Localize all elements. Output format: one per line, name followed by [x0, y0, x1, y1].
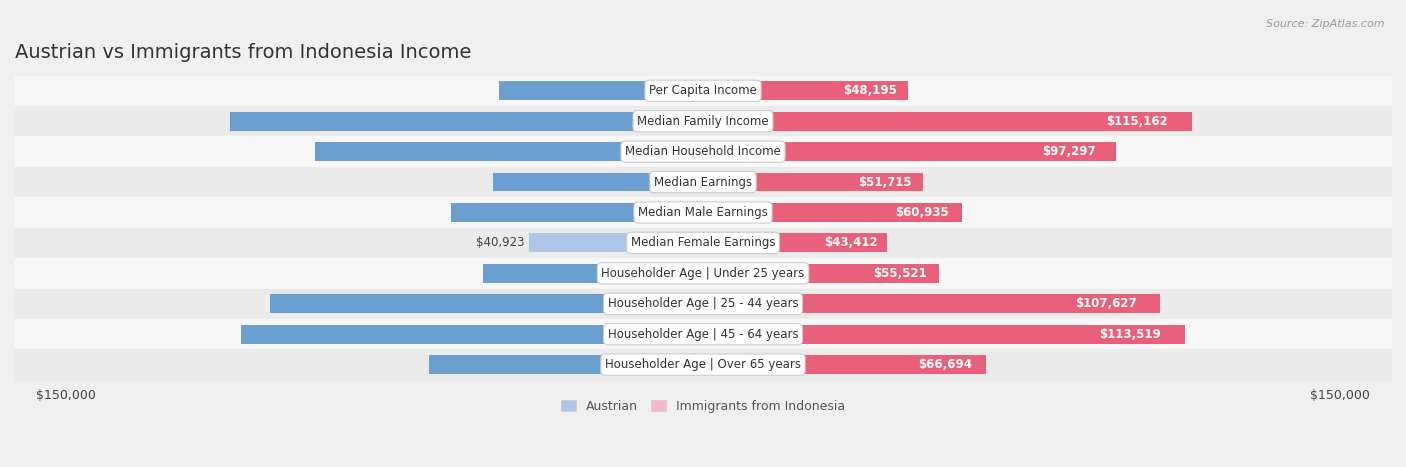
Text: $48,195: $48,195 [844, 84, 897, 97]
Text: $101,842: $101,842 [682, 297, 744, 310]
Text: Median Family Income: Median Family Income [637, 115, 769, 127]
Bar [703, 325, 1185, 344]
Text: $43,412: $43,412 [824, 236, 879, 249]
Text: Householder Age | Over 65 years: Householder Age | Over 65 years [605, 358, 801, 371]
Text: Median Earnings: Median Earnings [654, 176, 752, 189]
Text: $49,501: $49,501 [693, 176, 747, 189]
Text: $51,715: $51,715 [858, 176, 911, 189]
Bar [499, 81, 703, 100]
Bar [703, 142, 1116, 161]
Text: $51,898: $51,898 [692, 267, 745, 280]
Text: $66,694: $66,694 [918, 358, 972, 371]
Bar [15, 349, 1391, 380]
Text: Median Female Earnings: Median Female Earnings [631, 236, 775, 249]
Text: $60,935: $60,935 [896, 206, 949, 219]
Bar [15, 76, 1391, 106]
Bar [242, 325, 703, 344]
Text: Median Male Earnings: Median Male Earnings [638, 206, 768, 219]
Bar [529, 234, 703, 252]
Text: $48,116: $48,116 [693, 84, 747, 97]
Text: $55,521: $55,521 [873, 267, 927, 280]
Bar [703, 81, 908, 100]
Text: $111,306: $111,306 [679, 115, 741, 127]
Bar [703, 173, 922, 191]
Text: $64,470: $64,470 [689, 358, 742, 371]
Bar [703, 112, 1192, 131]
Bar [15, 106, 1391, 136]
Text: $108,692: $108,692 [681, 328, 742, 341]
Bar [703, 294, 1160, 313]
Bar [703, 203, 962, 222]
Text: $113,519: $113,519 [1099, 328, 1161, 341]
Bar [15, 167, 1391, 197]
Text: $115,162: $115,162 [1107, 115, 1167, 127]
Text: $59,359: $59,359 [690, 206, 744, 219]
Bar [15, 228, 1391, 258]
Bar [270, 294, 703, 313]
Bar [15, 197, 1391, 228]
Bar [315, 142, 703, 161]
Bar [15, 319, 1391, 349]
Text: $40,923: $40,923 [475, 236, 524, 249]
Bar [482, 264, 703, 283]
Bar [703, 264, 939, 283]
Text: Per Capita Income: Per Capita Income [650, 84, 756, 97]
Bar [429, 355, 703, 374]
Bar [15, 136, 1391, 167]
Bar [703, 234, 887, 252]
Text: Householder Age | 25 - 44 years: Householder Age | 25 - 44 years [607, 297, 799, 310]
Bar [492, 173, 703, 191]
Text: Austrian vs Immigrants from Indonesia Income: Austrian vs Immigrants from Indonesia In… [15, 43, 471, 62]
Text: Source: ZipAtlas.com: Source: ZipAtlas.com [1267, 19, 1385, 28]
Text: $97,297: $97,297 [1042, 145, 1095, 158]
Text: $107,627: $107,627 [1076, 297, 1137, 310]
Bar [703, 355, 986, 374]
Bar [15, 289, 1391, 319]
Text: Median Household Income: Median Household Income [626, 145, 780, 158]
Text: $91,339: $91,339 [683, 145, 737, 158]
Text: Householder Age | Under 25 years: Householder Age | Under 25 years [602, 267, 804, 280]
Bar [231, 112, 703, 131]
Bar [451, 203, 703, 222]
Legend: Austrian, Immigrants from Indonesia: Austrian, Immigrants from Indonesia [557, 395, 849, 418]
Text: Householder Age | 45 - 64 years: Householder Age | 45 - 64 years [607, 328, 799, 341]
Bar [15, 258, 1391, 289]
